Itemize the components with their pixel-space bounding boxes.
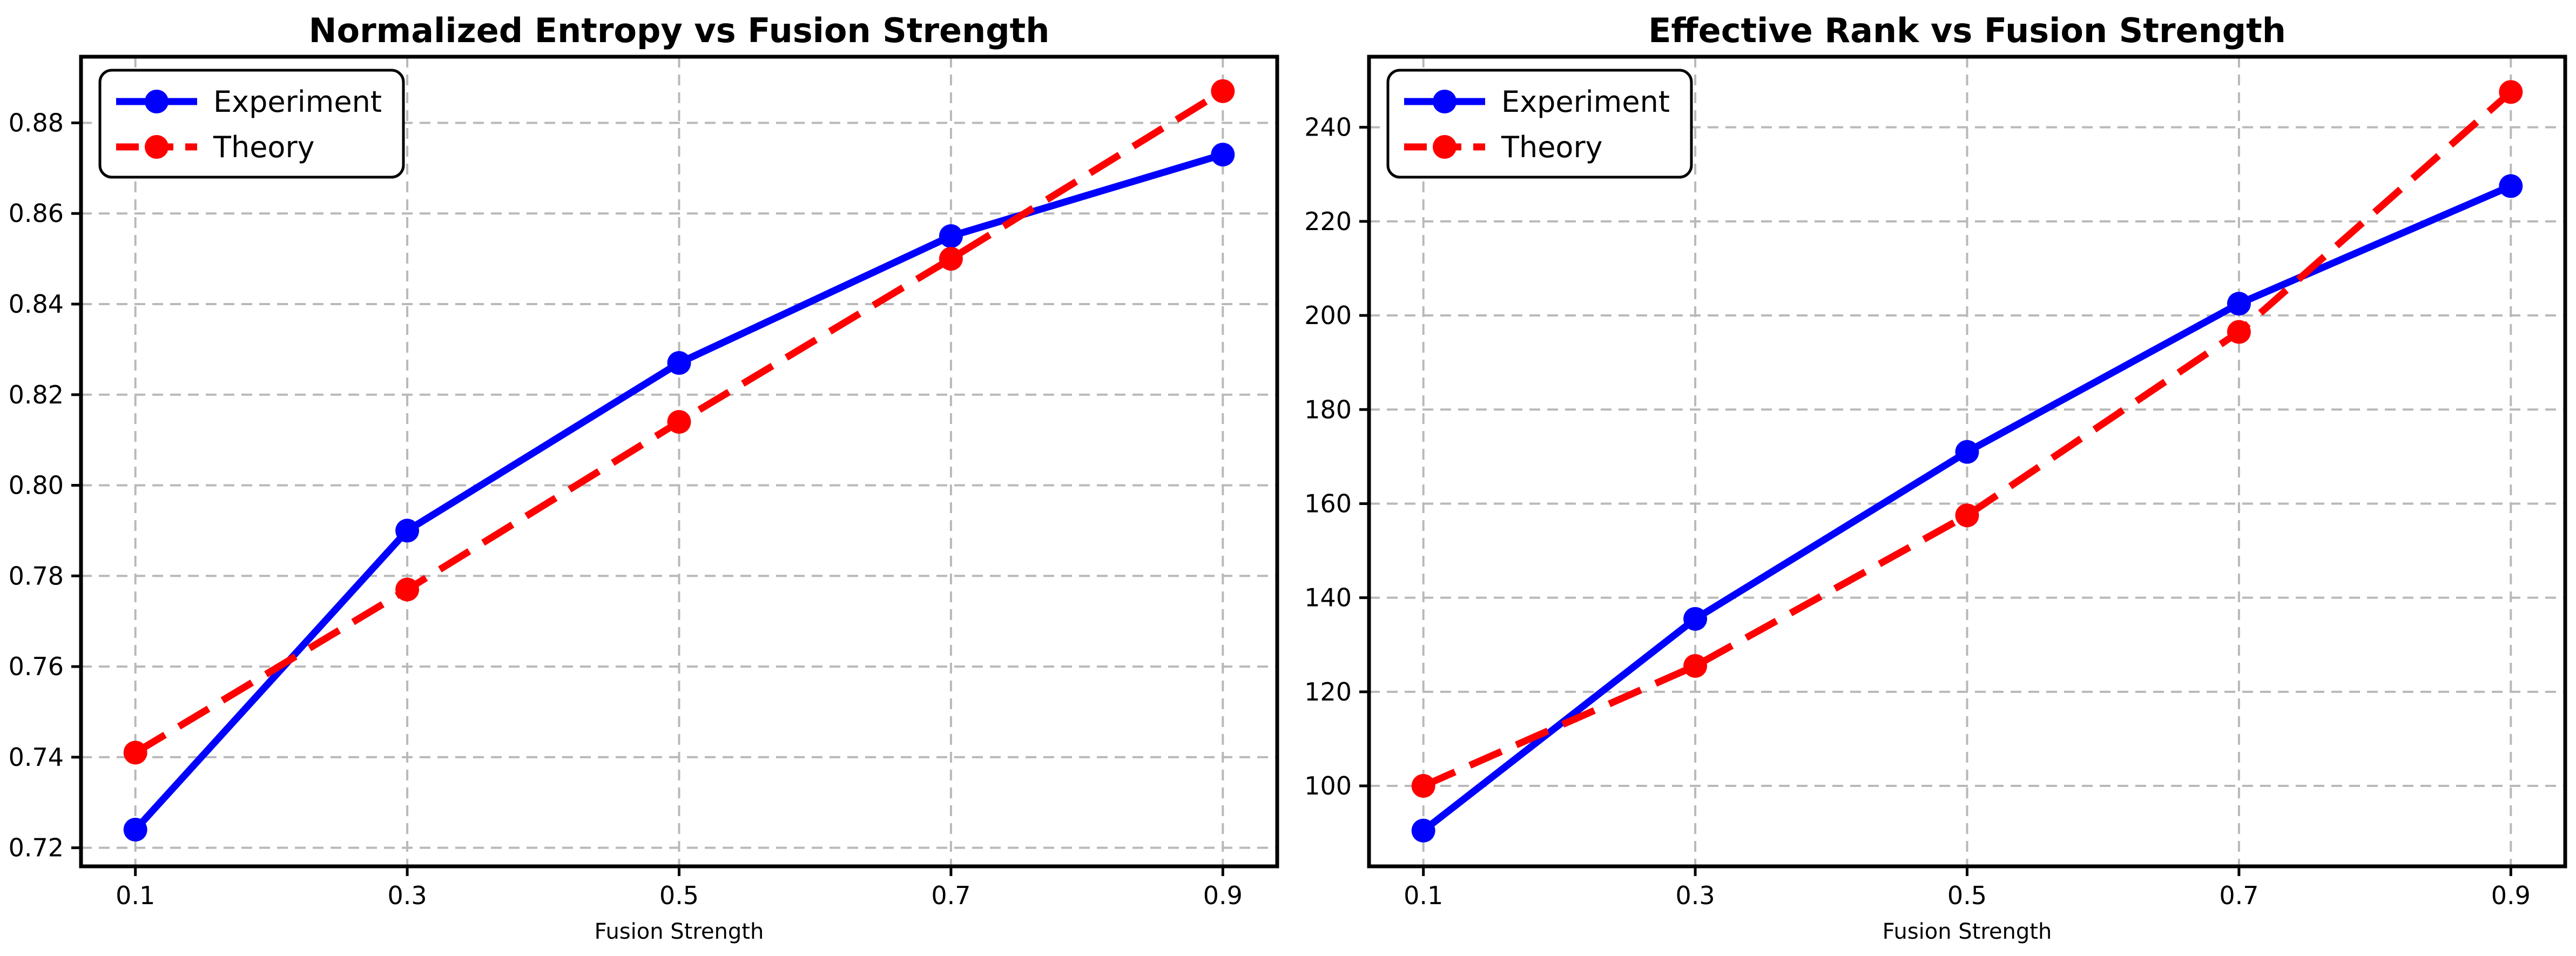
theory-marker [395,577,420,602]
theory-marker [1683,654,1708,678]
chart-title: Effective Rank vs Fusion Strength [1648,11,2286,50]
experiment-marker [1211,143,1235,167]
experiment-marker [2499,174,2523,198]
legend-label: Theory [1501,130,1603,164]
experiment-marker [123,818,147,842]
chart-normalized-entropy: 0.1 0.3 0.5 0.7 0.9 0.72 0.74 0.76 0.78 0.80 0.82 0… [8,11,1279,944]
x-tick-label: 0.3 [1676,881,1715,910]
theory-marker [123,740,147,765]
legend-box [1386,69,1693,179]
y-tick-label: 120 [1304,677,1352,706]
y-tick-label: 220 [1304,207,1352,236]
chart-title: Normalized Entropy vs Fusion Strength [309,11,1050,50]
legend-sample-marker [145,135,168,159]
theory-marker [939,247,963,271]
y-tick-label: 0.84 [9,290,64,319]
y-tick-label: 200 [1304,301,1352,330]
x-tick-label: 0.9 [2491,881,2531,910]
legend-sample-marker [145,90,168,113]
experiment-marker [1411,818,1435,843]
y-tick-label: 0.82 [9,380,64,409]
x-tick-label: 0.7 [931,881,970,910]
y-tick-label: 0.72 [9,833,64,863]
chart-effective-rank: 0.1 0.3 0.5 0.7 0.9 100 120 140 160 180 200 220 240 E… [1288,0,2576,956]
legend-sample-marker [1433,135,1456,159]
legend-sample-marker [1433,90,1456,113]
experiment-marker [1955,440,1979,464]
x-tick-label: 0.5 [659,881,699,910]
legend-box [98,69,405,179]
experiment-marker [1683,607,1708,631]
y-tick-label: 160 [1304,489,1352,518]
y-tick-label: 0.88 [9,108,64,137]
y-tick-label: 0.76 [9,652,64,681]
x-axis-label: Fusion Strength [595,919,764,944]
experiment-marker [667,351,691,375]
x-tick-label: 0.7 [2219,881,2258,910]
x-tick-label: 0.5 [1947,881,1987,910]
y-tick-label: 0.78 [9,561,64,590]
x-tick-label: 0.1 [116,881,155,910]
y-tick-label: 100 [1304,771,1352,800]
theory-marker [1411,774,1435,798]
axes-frame [79,55,1279,869]
x-tick-label: 0.1 [1404,881,1443,910]
theory-marker [2227,320,2251,344]
y-tick-label: 240 [1304,113,1352,142]
theory-marker [2499,80,2523,104]
legend-label: Theory [213,130,315,164]
x-tick-label: 0.3 [388,881,427,910]
theory-marker [1955,503,1979,528]
y-tick-label: 180 [1304,395,1352,424]
experiment-marker [939,224,963,248]
theory-marker [1211,79,1235,103]
axes-frame [1367,55,2567,869]
y-tick-label: 0.86 [9,199,64,228]
y-tick-label: 0.80 [9,471,64,500]
experiment-marker [395,519,420,543]
legend-label: Experiment [1501,85,1670,119]
y-tick-label: 0.74 [9,743,64,772]
x-tick-label: 0.9 [1203,881,1243,910]
y-tick-label: 140 [1304,583,1352,612]
theory-marker [667,410,691,434]
legend-label: Experiment [213,85,382,119]
x-axis-label: Fusion Strength [1883,919,2052,944]
experiment-marker [2227,292,2251,316]
